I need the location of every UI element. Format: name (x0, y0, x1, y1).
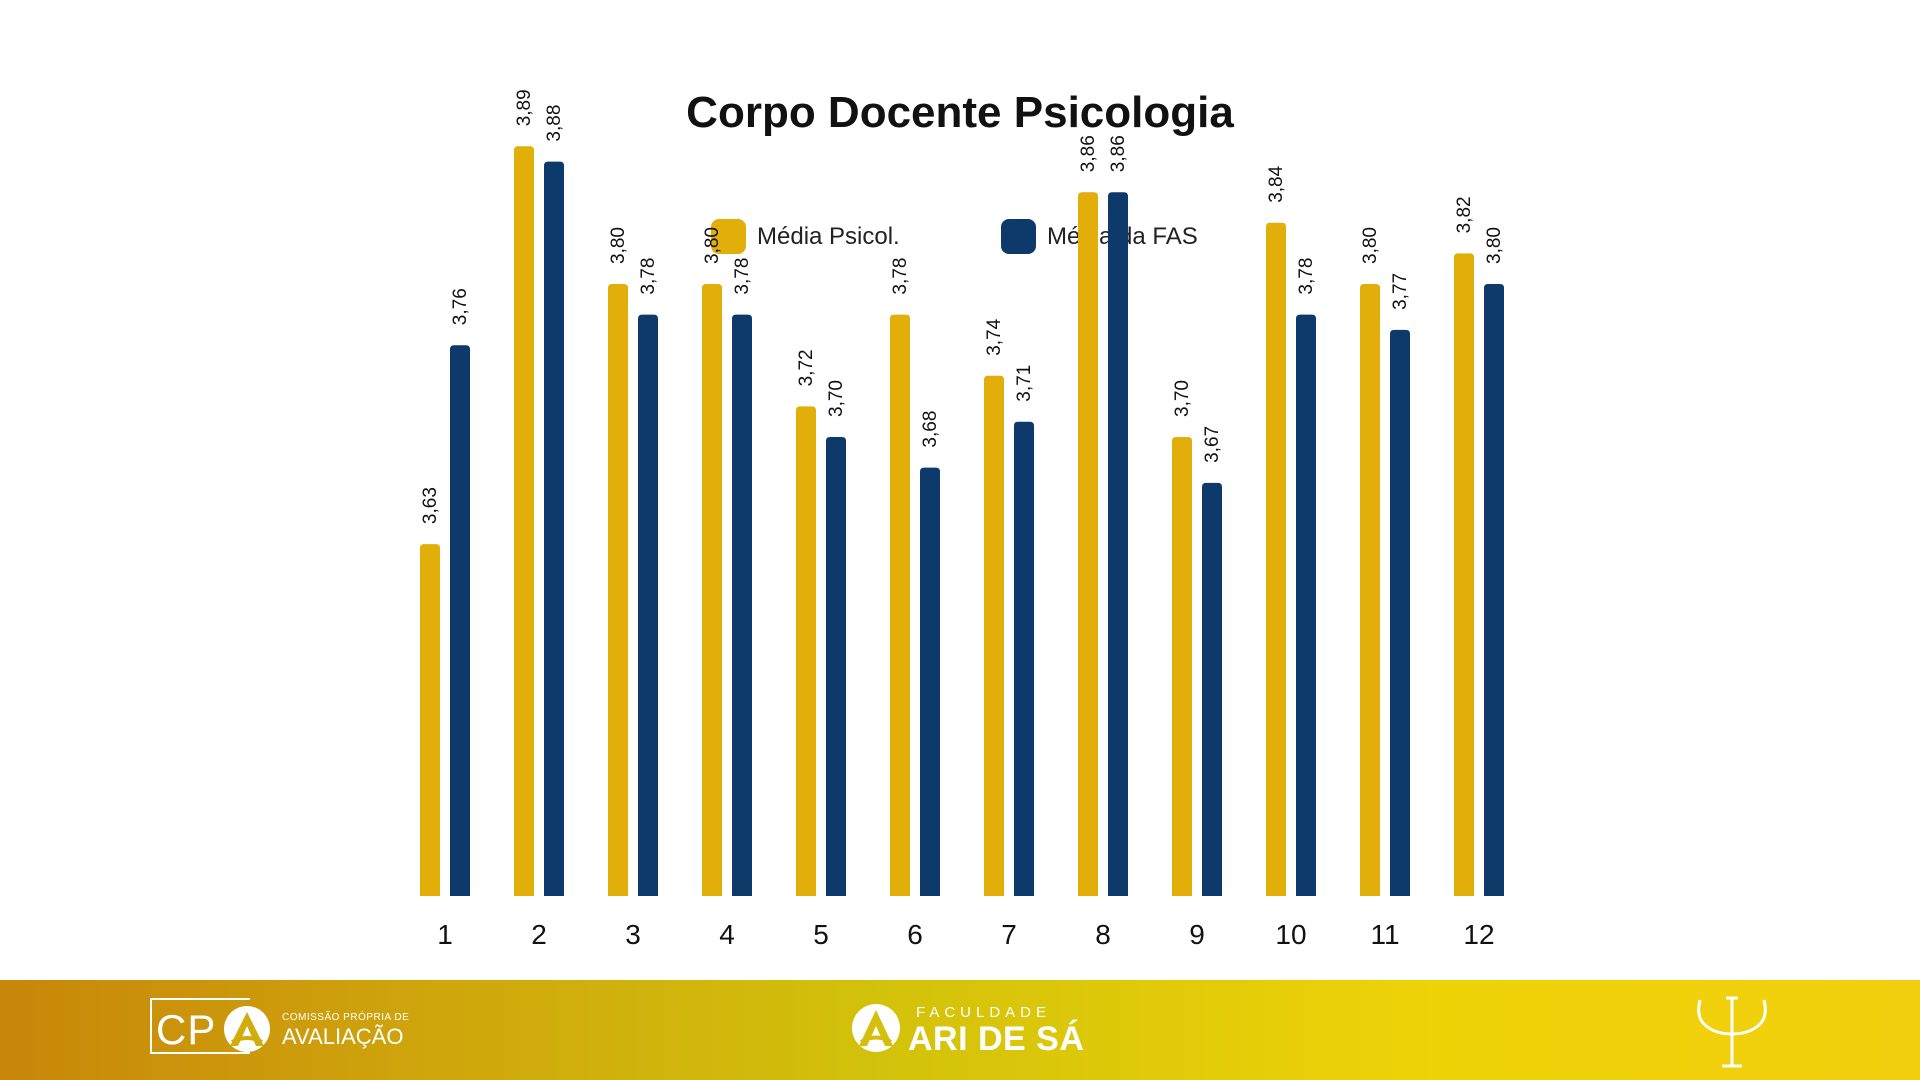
data-label-fas-8: 3,86 (1108, 135, 1129, 172)
footer-bar: CP COMISSÃO PRÓPRIA DE AVALIAÇÃO FACULDA… (0, 980, 1920, 1080)
bar-psicol-12 (1454, 253, 1474, 896)
data-label-fas-2: 3,88 (544, 105, 565, 142)
x-tick-label-6: 6 (907, 919, 923, 950)
bar-psicol-9 (1172, 437, 1192, 896)
data-label-psicol-1: 3,63 (420, 487, 441, 524)
x-tick-label-1: 1 (437, 919, 453, 950)
bar-fas-8 (1108, 192, 1128, 896)
cpa-letters: CP (156, 1006, 217, 1053)
bar-fas-4 (732, 314, 752, 897)
bar-fas-9 (1202, 482, 1222, 896)
cpa-title: AVALIAÇÃO (282, 1024, 404, 1049)
data-label-psicol-6: 3,78 (890, 258, 911, 295)
bar-fas-2 (544, 161, 564, 897)
bar-psicol-3 (608, 284, 628, 896)
bar-fas-10 (1296, 314, 1316, 897)
legend-label-psicol: Média Psicol. (757, 222, 900, 250)
data-label-psicol-8: 3,86 (1078, 135, 1099, 172)
data-label-psicol-4: 3,80 (702, 227, 723, 264)
data-label-fas-3: 3,78 (638, 258, 659, 295)
fas-logo: FACULDADE ARI DE SÁ (850, 1002, 1090, 1062)
data-label-psicol-5: 3,72 (796, 349, 817, 386)
legend-item-media-psicol: Média Psicol. (711, 219, 900, 254)
bar-psicol-2 (514, 146, 534, 897)
bar-psicol-6 (890, 314, 910, 897)
legend-swatch-psicol (711, 219, 746, 254)
bar-fas-6 (920, 467, 940, 896)
data-label-fas-12: 3,80 (1484, 227, 1505, 264)
data-label-fas-5: 3,70 (826, 380, 847, 417)
legend-swatch-fas (1001, 219, 1036, 254)
cpa-logo-frame (150, 998, 250, 1054)
fas-subtitle: FACULDADE (916, 1004, 1052, 1021)
bar-psicol-11 (1360, 284, 1380, 896)
x-tick-label-12: 12 (1463, 919, 1494, 950)
x-tick-label-5: 5 (813, 919, 829, 950)
data-label-fas-11: 3,77 (1390, 273, 1411, 310)
data-label-fas-4: 3,78 (732, 258, 753, 295)
x-tick-label-11: 11 (1370, 919, 1399, 950)
bar-fas-7 (1014, 421, 1034, 896)
bar-chart: 3,63 3,76 1 3,89 3,88 2 3,80 3,78 3 3,80 3,78 4 3,72… (420, 89, 1505, 950)
data-label-psicol-12: 3,82 (1454, 196, 1475, 233)
cpa-a-mark-icon (224, 1006, 270, 1052)
bar-psicol-5 (796, 406, 816, 896)
x-tick-label-10: 10 (1275, 919, 1306, 950)
x-tick-label-7: 7 (1001, 919, 1017, 950)
data-label-fas-1: 3,76 (450, 288, 471, 325)
bar-psicol-7 (984, 375, 1004, 896)
data-label-psicol-7: 3,74 (984, 318, 1005, 355)
data-label-fas-9: 3,67 (1202, 426, 1223, 463)
x-tick-label-2: 2 (531, 919, 547, 950)
bar-psicol-1 (420, 544, 440, 896)
bar-fas-3 (638, 314, 658, 897)
bar-fas-5 (826, 437, 846, 896)
data-label-psicol-11: 3,80 (1360, 227, 1381, 264)
bar-psicol-8 (1078, 192, 1098, 896)
cpa-logo: CP COMISSÃO PRÓPRIA DE AVALIAÇÃO (150, 998, 410, 1058)
data-label-psicol-2: 3,89 (514, 89, 535, 126)
bar-fas-11 (1390, 329, 1410, 896)
x-tick-label-9: 9 (1189, 919, 1205, 950)
bar-fas-1 (450, 345, 470, 896)
cpa-subtitle: COMISSÃO PRÓPRIA DE (282, 1012, 410, 1023)
data-label-fas-7: 3,71 (1014, 365, 1035, 402)
fas-a-mark-icon (852, 1004, 900, 1052)
data-label-psicol-10: 3,84 (1266, 165, 1287, 202)
data-label-fas-6: 3,68 (920, 411, 941, 448)
bar-fas-12 (1484, 284, 1504, 896)
bar-psicol-10 (1266, 222, 1286, 897)
bar-psicol-4 (702, 284, 722, 896)
x-tick-label-3: 3 (625, 919, 641, 950)
data-label-psicol-3: 3,80 (608, 227, 629, 264)
fas-title: ARI DE SÁ (908, 1020, 1085, 1058)
x-tick-label-8: 8 (1095, 919, 1111, 950)
chart-title: Corpo Docente Psicologia (686, 88, 1234, 137)
x-tick-label-4: 4 (719, 919, 735, 950)
data-label-psicol-9: 3,70 (1172, 380, 1193, 417)
psi-icon (1697, 996, 1767, 1068)
data-label-fas-10: 3,78 (1296, 258, 1317, 295)
